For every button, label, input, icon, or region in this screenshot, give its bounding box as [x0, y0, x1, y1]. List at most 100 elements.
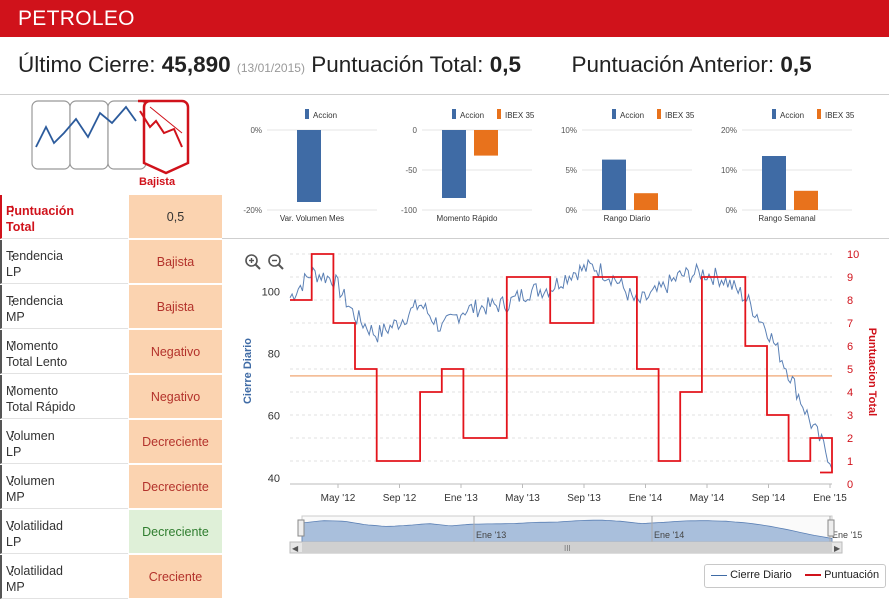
drag-handle-icon[interactable]: ⋮ [6, 294, 19, 308]
indicator-label: Tendencia MP [6, 294, 63, 324]
summary-line: Último Cierre: 45,890 (13/01/2015) Puntu… [18, 52, 812, 78]
indicator-label: Volumen MP [6, 474, 55, 504]
y-left-tick-label: 80 [268, 348, 280, 360]
mini-chart: Accion IBEX 35 20% 10% 0% Rango Semanal [721, 109, 855, 223]
y-right-tick-label: 8 [847, 295, 853, 307]
divider [222, 238, 889, 239]
category-label: Momento Rápido [437, 214, 498, 223]
y-left-tick-label: 100 [262, 286, 280, 298]
tick-label: 10% [721, 166, 737, 175]
indicator-row[interactable]: Tendencia MP ⋮ Bajista [0, 285, 222, 329]
navigator-right-handle[interactable] [827, 519, 835, 537]
category-label: Rango Semanal [758, 214, 816, 223]
indicator-label-cell: Momento Total Rápido ⋮ [0, 375, 128, 419]
tick-label: -100 [401, 206, 418, 215]
legend-close-label: Cierre Diario [730, 569, 792, 581]
indicator-value: Creciente [129, 555, 222, 599]
legend-label: IBEX 35 [505, 111, 535, 120]
indicator-value: Negativo [129, 375, 222, 419]
x-tick-label: Ene '14 [629, 493, 663, 504]
legend-swatch [497, 109, 501, 119]
indicator-row[interactable]: Tendencia LP ⋮ Bajista [0, 240, 222, 284]
indicator-label-cell: Volumen MP ⋮ [0, 465, 128, 509]
last-close-value: 45,890 [161, 52, 231, 77]
main-price-chart[interactable]: 0 1 2 3 4 5 6 7 8 9 10 40 60 80 100 May '12 Sep '12 Ene '… [222, 240, 889, 560]
mini-chart: Accion 0% -20% Var. Volumen Mes [243, 109, 377, 223]
indicator-value: Bajista [129, 285, 222, 329]
total-score-value: 0,5 [489, 52, 521, 77]
legend-item-close[interactable]: Cierre Diario [711, 569, 792, 581]
y-right-axis-title: Puntuacion Total [866, 327, 878, 417]
y-left-tick-label: 40 [268, 473, 280, 485]
y-right-tick-label: 1 [847, 456, 853, 468]
indicator-row[interactable]: Momento Total Lento ⋮ Negativo [0, 330, 222, 374]
drag-handle-icon[interactable]: ⋮ [6, 429, 19, 443]
legend-swatch [772, 109, 776, 119]
range-navigator[interactable]: Ene '13 Ene '14 Ene '15 III ◀ ▶ [289, 515, 862, 554]
y-right-tick-label: 4 [847, 387, 853, 399]
y-right-tick-label: 7 [847, 318, 853, 330]
indicator-row[interactable]: Volumen MP ⋮ Decreciente [0, 465, 222, 509]
y-left-tick-label: 60 [268, 411, 280, 423]
divider [0, 94, 889, 95]
tick-label: -50 [405, 166, 417, 175]
y-right-tick-label: 2 [847, 433, 853, 445]
navigator-left-handle[interactable] [297, 519, 305, 537]
bar [794, 190, 818, 210]
scroll-right-icon[interactable]: ▶ [834, 544, 841, 553]
scroll-left-icon[interactable]: ◀ [292, 544, 299, 553]
drag-handle-icon[interactable]: ⋮ [6, 474, 19, 488]
indicator-value: 0,5 [129, 195, 222, 239]
indicator-value: Decreciente [129, 510, 222, 554]
zoom-out-icon[interactable] [267, 253, 285, 271]
drag-handle-icon[interactable]: ⋮ [6, 339, 19, 353]
x-tick-label: Sep '12 [383, 493, 417, 504]
drag-handle-icon[interactable]: ⋮ [6, 519, 19, 533]
indicator-row[interactable]: Momento Total Rápido ⋮ Negativo [0, 375, 222, 419]
bar [762, 156, 786, 210]
zoom-in-icon[interactable] [244, 253, 262, 271]
legend-label: Accion [620, 111, 644, 120]
indicator-row[interactable]: Volatilidad LP ⋮ Decreciente [0, 510, 222, 554]
scrollbar-thumb[interactable] [302, 543, 832, 552]
navigator-label: Ene '13 [476, 530, 506, 540]
bar [297, 130, 321, 202]
tick-label: -20% [243, 206, 262, 215]
indicator-value: Decreciente [129, 465, 222, 509]
x-tick-label: May '12 [321, 493, 356, 504]
legend-item-score[interactable]: Puntuación [805, 569, 879, 581]
last-close-date: (13/01/2015) [236, 61, 305, 75]
total-score-label: Puntuación Total: [311, 52, 484, 77]
legend-label: Accion [313, 111, 337, 120]
previous-score-label: Puntuación Anterior: [571, 52, 775, 77]
drag-handle-icon[interactable]: ⋮ [6, 204, 19, 218]
legend-swatch [657, 109, 661, 119]
drag-handle-icon[interactable]: ⋮ [6, 249, 19, 263]
legend-label: Accion [460, 111, 484, 120]
legend-swatch [817, 109, 821, 119]
indicator-label: Momento Total Lento [6, 339, 68, 369]
title-bar: PETROLEO [0, 0, 889, 37]
x-tick-label: Sep '14 [752, 493, 786, 504]
indicator-value: Bajista [129, 240, 222, 284]
bar [442, 130, 466, 198]
indicator-row[interactable]: Volumen LP ⋮ Decreciente [0, 420, 222, 464]
y-right-tick-label: 10 [847, 249, 859, 261]
legend-label: IBEX 35 [825, 111, 855, 120]
indicator-value: Negativo [129, 330, 222, 374]
x-tick-label: May '14 [690, 493, 725, 504]
category-label: Var. Volumen Mes [280, 214, 344, 223]
bar [602, 159, 626, 210]
drag-handle-icon[interactable]: ⋮ [6, 384, 19, 398]
indicator-row[interactable]: Puntuación Total ⋮ 0,5 [0, 195, 222, 239]
score-series-line [290, 253, 833, 474]
drag-handle-icon[interactable]: ⋮ [6, 564, 19, 578]
legend-label: IBEX 35 [665, 111, 695, 120]
indicator-label-cell: Puntuación Total ⋮ [0, 195, 128, 239]
tick-label: 0% [565, 206, 577, 215]
y-right-tick-label: 9 [847, 272, 853, 284]
indicator-label: Momento Total Rápido [6, 384, 76, 414]
indicator-row[interactable]: Volatilidad MP ⋮ Creciente [0, 555, 222, 599]
trend-badge-icon [31, 99, 190, 175]
indicator-label: Tendencia LP [6, 249, 63, 279]
